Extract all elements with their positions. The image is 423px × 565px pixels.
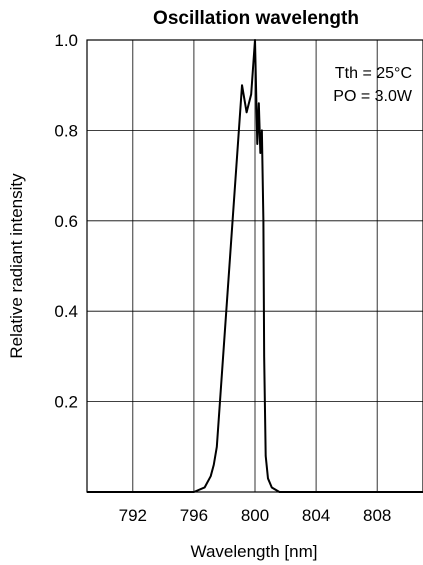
- annotation-power: PO = 3.0W: [333, 88, 413, 105]
- annotation-temperature: Tth = 25°C: [335, 65, 412, 82]
- y-tick-label: 0.4: [54, 302, 78, 321]
- y-tick-label: 0.8: [54, 121, 78, 140]
- y-axis-label: Relative radiant intensity: [7, 173, 26, 359]
- x-tick-label: 804: [302, 506, 330, 525]
- y-tick-label: 0.6: [54, 212, 78, 231]
- y-tick-label: 1.0: [54, 31, 78, 50]
- x-tick-labels: 792 796 800 804 808: [119, 506, 392, 525]
- y-tick-labels: 1.0 0.8 0.6 0.4 0.2: [54, 31, 78, 412]
- chart-title: Oscillation wavelength: [153, 8, 359, 29]
- x-tick-label: 792: [119, 506, 147, 525]
- x-tick-label: 808: [363, 506, 391, 525]
- x-tick-label: 800: [241, 506, 269, 525]
- spectrum-line: [87, 39, 423, 493]
- x-tick-label: 796: [180, 506, 208, 525]
- y-tick-label: 0.2: [54, 393, 78, 412]
- grid-lines: [87, 39, 423, 492]
- x-axis-label: Wavelength [nm]: [191, 542, 318, 561]
